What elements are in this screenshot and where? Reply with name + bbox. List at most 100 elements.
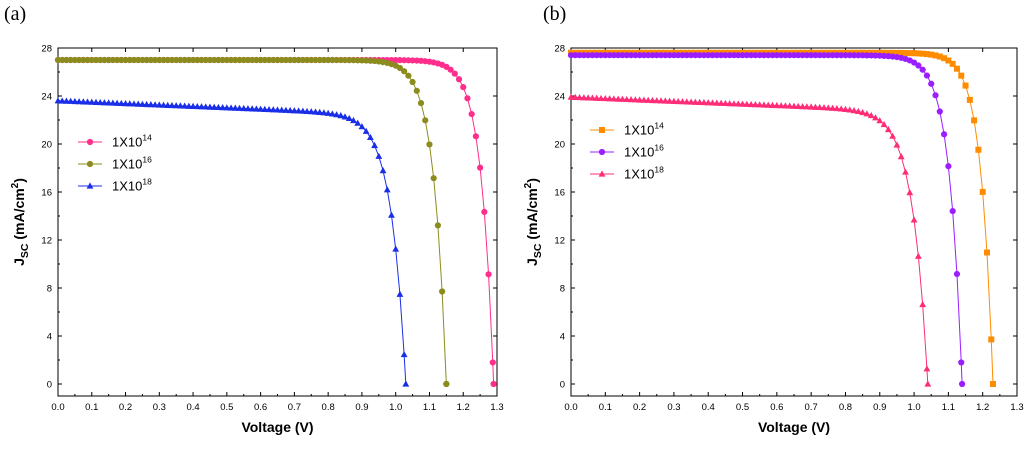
data-point <box>597 52 605 59</box>
data-point <box>803 52 810 59</box>
data-point <box>227 104 235 111</box>
data-point <box>307 108 315 115</box>
y-axis-title: JSC (mA/cm2) <box>523 178 544 266</box>
data-point <box>160 101 167 108</box>
series-1 <box>54 56 450 388</box>
data-point <box>958 72 965 79</box>
data-point <box>777 102 785 109</box>
data-point <box>401 68 408 75</box>
x-tick-label: 0.4 <box>186 402 199 413</box>
data-point <box>261 105 269 112</box>
data-point <box>721 99 729 107</box>
data-point <box>786 52 793 59</box>
legend-entry: 1X1014 <box>78 133 152 150</box>
data-point <box>786 102 794 109</box>
data-point <box>139 100 146 107</box>
data-point <box>295 107 303 114</box>
data-point <box>113 99 121 106</box>
data-point <box>713 99 721 106</box>
data-point <box>371 141 378 149</box>
data-point <box>893 49 900 56</box>
data-point <box>752 52 759 59</box>
data-point <box>863 110 871 117</box>
y-tick-label: 16 <box>554 188 565 199</box>
x-tick-label: 0.0 <box>51 402 64 413</box>
data-point <box>700 52 708 59</box>
data-point <box>989 381 996 387</box>
data-point <box>911 50 918 57</box>
data-point <box>396 290 404 297</box>
data-point <box>979 188 986 195</box>
data-point <box>409 78 416 86</box>
data-point <box>794 102 802 110</box>
data-point <box>722 52 729 59</box>
data-point <box>988 336 995 343</box>
data-point <box>198 103 205 110</box>
x-tick-label: 1.1 <box>942 402 955 413</box>
data-point <box>455 76 463 83</box>
data-point <box>576 52 583 59</box>
data-point <box>924 380 932 387</box>
data-point <box>812 52 819 59</box>
data-point <box>717 99 725 106</box>
data-point <box>468 110 475 118</box>
data-point <box>773 52 780 59</box>
data-point <box>748 52 755 59</box>
data-point <box>661 97 669 104</box>
y-axis-title: JSC (mA/cm2) <box>10 178 31 266</box>
data-point <box>975 146 982 153</box>
x-tick-label: 0.3 <box>667 402 680 413</box>
data-point <box>752 101 759 108</box>
data-point <box>653 97 661 104</box>
data-point <box>366 133 374 141</box>
data-point <box>623 52 630 59</box>
data-point <box>649 52 656 59</box>
data-point <box>567 93 575 100</box>
x-tick-label: 1.3 <box>490 402 503 413</box>
x-tick-label: 0.0 <box>564 402 577 413</box>
legend-entry: 1X1016 <box>590 143 664 160</box>
data-point <box>54 97 62 104</box>
legend-label: 1X1014 <box>112 133 152 150</box>
data-point <box>126 100 134 107</box>
data-point <box>687 98 695 105</box>
series-line <box>571 52 994 385</box>
data-point <box>67 97 75 104</box>
data-point <box>58 97 66 104</box>
data-point <box>670 52 678 59</box>
data-point <box>477 164 484 171</box>
data-point <box>615 52 622 59</box>
data-point <box>657 52 665 59</box>
data-point <box>902 50 909 57</box>
data-point <box>202 103 210 110</box>
x-tick-label: 1.3 <box>1010 402 1023 413</box>
data-point <box>490 380 497 388</box>
data-point <box>696 98 704 106</box>
data-point <box>971 117 978 124</box>
panel-label: (a) <box>4 3 26 25</box>
data-point <box>799 103 806 110</box>
data-point <box>244 105 252 112</box>
data-point <box>825 52 832 59</box>
data-point <box>645 52 652 59</box>
data-point <box>71 97 79 105</box>
data-point <box>464 95 471 102</box>
x-tick-label: 1.2 <box>457 402 470 413</box>
data-point <box>649 96 656 104</box>
data-point <box>769 52 776 59</box>
data-point <box>177 102 184 109</box>
plot-frame <box>57 47 498 397</box>
data-point <box>84 98 91 105</box>
data-point <box>79 98 87 105</box>
legend-marker <box>598 148 606 156</box>
data-point <box>705 52 712 59</box>
y-tick-label: 24 <box>41 92 52 103</box>
data-point <box>164 101 172 108</box>
legend-label: 1X1016 <box>624 143 664 160</box>
data-point <box>928 51 935 58</box>
series-line <box>58 59 495 385</box>
data-point <box>316 108 324 115</box>
data-point <box>215 103 222 111</box>
data-point <box>636 52 643 59</box>
